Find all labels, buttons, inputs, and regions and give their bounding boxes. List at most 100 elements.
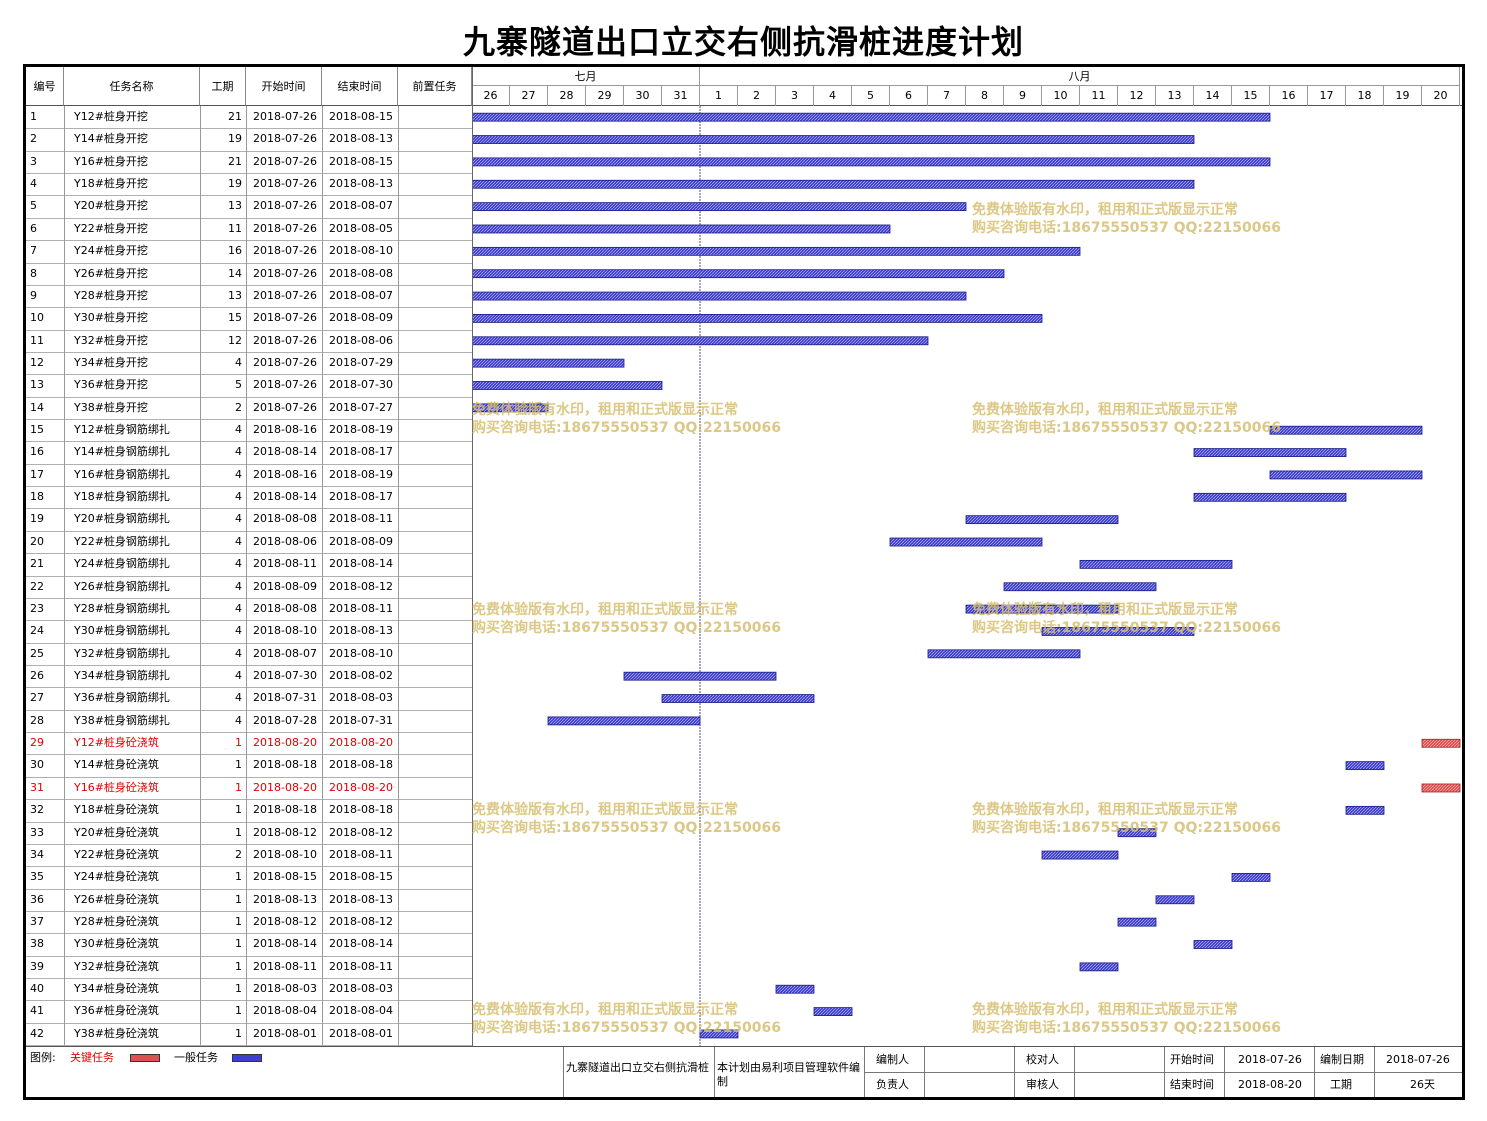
- task-start: 2018-07-26: [253, 177, 317, 191]
- task-name: Y32#桩身钢筋绑扎: [74, 646, 170, 660]
- task-duration: 4: [235, 467, 242, 481]
- critical-task-bar[interactable]: [1421, 738, 1461, 748]
- task-bar[interactable]: [472, 179, 1195, 189]
- task-bar[interactable]: [965, 515, 1119, 525]
- task-end: 2018-08-13: [329, 624, 393, 638]
- footer-sep-1: [563, 1047, 564, 1097]
- task-name: Y30#桩身钢筋绑扎: [74, 624, 170, 638]
- task-name: Y26#桩身开挖: [74, 266, 148, 280]
- task-bar[interactable]: [472, 224, 891, 234]
- task-duration: 2: [235, 847, 242, 861]
- footer-project-name: 九寨隧道出口立交右侧抗滑桩: [566, 1061, 709, 1074]
- day-label: 6: [890, 86, 928, 106]
- task-id: 29: [30, 736, 44, 750]
- task-bar[interactable]: [623, 671, 777, 681]
- row-divider: [26, 754, 472, 756]
- task-bar[interactable]: [775, 984, 815, 994]
- day-label: 26: [472, 86, 510, 106]
- task-bar[interactable]: [472, 269, 1005, 279]
- task-bar[interactable]: [472, 403, 549, 413]
- column-divider: [200, 106, 201, 1046]
- table-row: 35 Y24#桩身砼浇筑 1 2018-08-15 2018-08-15: [26, 866, 472, 888]
- footer-compile-date-value: 2018-07-26: [1386, 1053, 1450, 1066]
- task-bar[interactable]: [813, 1007, 853, 1016]
- row-divider: [26, 374, 472, 376]
- task-bar[interactable]: [472, 112, 1271, 122]
- footer-mid-line: [864, 1072, 1462, 1073]
- task-bar[interactable]: [472, 291, 967, 301]
- task-duration: 1: [235, 1026, 242, 1040]
- row-divider: [26, 575, 472, 577]
- table-row: 32 Y18#桩身砼浇筑 1 2018-08-18 2018-08-18: [26, 799, 472, 821]
- row-divider: [26, 888, 472, 890]
- task-end: 2018-08-18: [329, 758, 393, 772]
- task-start: 2018-07-26: [253, 154, 317, 168]
- task-bar[interactable]: [547, 716, 701, 726]
- task-end: 2018-08-20: [329, 736, 393, 750]
- task-duration: 5: [235, 378, 242, 392]
- task-bar[interactable]: [699, 1029, 739, 1039]
- row-divider: [26, 173, 472, 175]
- task-bar[interactable]: [1269, 425, 1423, 435]
- task-bar[interactable]: [1231, 873, 1271, 882]
- task-bar[interactable]: [1003, 582, 1157, 592]
- task-bar[interactable]: [1079, 962, 1119, 972]
- task-start: 2018-08-20: [253, 736, 317, 750]
- task-bar[interactable]: [1345, 761, 1385, 771]
- task-end: 2018-08-11: [329, 847, 393, 861]
- task-id: 41: [30, 1004, 44, 1018]
- task-end: 2018-07-31: [329, 713, 393, 727]
- task-end: 2018-08-12: [329, 825, 393, 839]
- task-bar[interactable]: [1079, 559, 1233, 569]
- task-bar[interactable]: [1155, 895, 1195, 905]
- task-bar[interactable]: [472, 246, 1081, 256]
- task-duration: 11: [228, 221, 242, 235]
- task-bar[interactable]: [472, 336, 929, 346]
- day-label: 16: [1270, 86, 1308, 106]
- task-name: Y32#桩身砼浇筑: [74, 959, 159, 973]
- row-divider: [26, 933, 472, 935]
- task-bar[interactable]: [472, 358, 625, 368]
- task-bar[interactable]: [965, 604, 1119, 614]
- header-start: 开始时间: [246, 67, 322, 106]
- task-end: 2018-08-09: [329, 534, 393, 548]
- task-bar[interactable]: [1041, 850, 1119, 860]
- task-id: 24: [30, 624, 44, 638]
- table-row: 30 Y14#桩身砼浇筑 1 2018-08-18 2018-08-18: [26, 754, 472, 776]
- task-duration: 2: [235, 400, 242, 414]
- row-divider: [26, 240, 472, 242]
- task-start: 2018-07-26: [253, 244, 317, 258]
- task-start: 2018-08-14: [253, 937, 317, 951]
- footer-sep-10: [1374, 1047, 1375, 1097]
- day-label: 13: [1156, 86, 1194, 106]
- task-bar[interactable]: [661, 694, 815, 703]
- task-bar[interactable]: [1193, 940, 1233, 949]
- task-start: 2018-08-12: [253, 914, 317, 928]
- task-duration: 4: [235, 713, 242, 727]
- table-row: 21 Y24#桩身钢筋绑扎 4 2018-08-11 2018-08-14: [26, 553, 472, 575]
- task-bar[interactable]: [1117, 917, 1157, 927]
- task-bar[interactable]: [927, 649, 1081, 659]
- task-duration: 1: [235, 937, 242, 951]
- task-bar[interactable]: [1193, 448, 1347, 457]
- day-label: 28: [548, 86, 586, 106]
- task-bar[interactable]: [472, 381, 663, 390]
- task-bar[interactable]: [472, 135, 1195, 144]
- task-bar[interactable]: [472, 202, 967, 212]
- task-bar[interactable]: [1193, 492, 1347, 502]
- header-id: 编号: [26, 67, 64, 106]
- task-bar[interactable]: [1345, 805, 1385, 815]
- critical-task-bar[interactable]: [1421, 783, 1461, 793]
- task-bar[interactable]: [472, 157, 1271, 167]
- task-duration: 4: [235, 646, 242, 660]
- task-start: 2018-08-16: [253, 467, 317, 481]
- task-bar[interactable]: [1117, 828, 1157, 838]
- task-bar[interactable]: [472, 314, 1043, 323]
- table-row: 12 Y34#桩身开挖 4 2018-07-26 2018-07-29: [26, 352, 472, 374]
- task-bar[interactable]: [1269, 470, 1423, 480]
- task-id: 20: [30, 534, 44, 548]
- day-label: 29: [586, 86, 624, 106]
- task-id: 26: [30, 669, 44, 682]
- task-bar[interactable]: [889, 537, 1043, 547]
- task-bar[interactable]: [1041, 627, 1195, 636]
